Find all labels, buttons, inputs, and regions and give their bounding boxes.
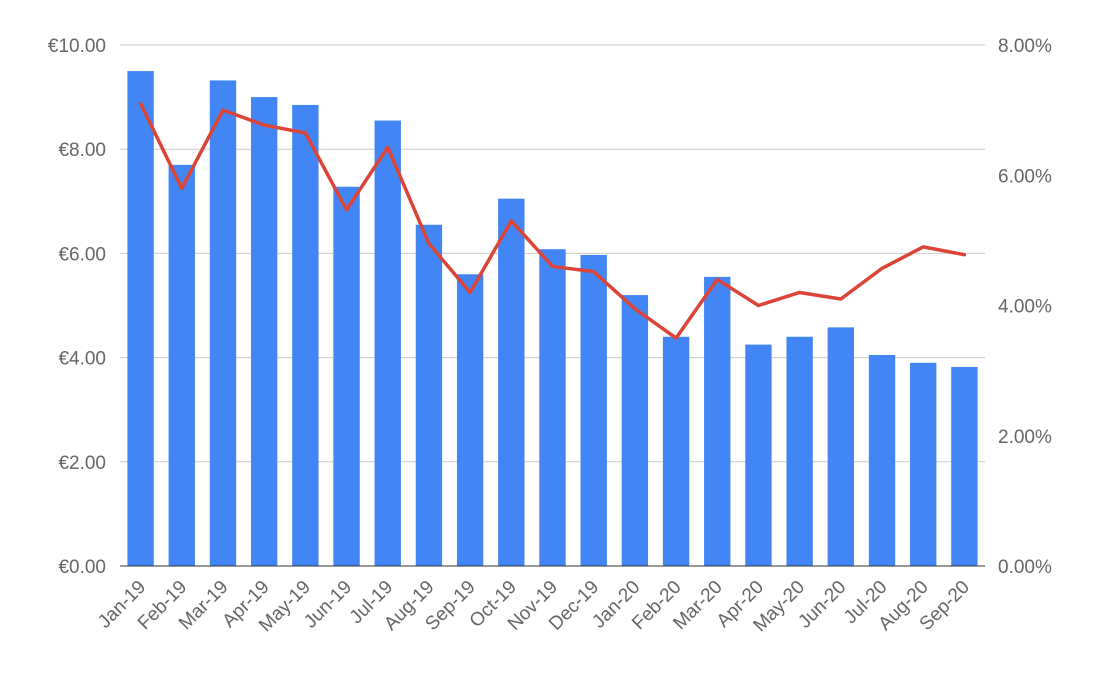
bar [951, 366, 978, 566]
bar [539, 249, 566, 567]
right-y-tick-label: 8.00% [998, 36, 1052, 57]
bar [292, 104, 319, 567]
left-y-axis: €0.00 €2.00 €4.00 €6.00 €8.00 €10.00 [48, 36, 106, 578]
bar [621, 295, 649, 566]
bar [910, 362, 937, 566]
right-y-axis: 0.00% 2.00% 4.00% 6.00% 8.00% [998, 36, 1052, 578]
left-y-tick-label: €0.00 [58, 557, 106, 578]
left-y-tick-label: €4.00 [58, 349, 106, 370]
right-y-tick-label: 4.00% [998, 297, 1052, 318]
bar [827, 327, 855, 566]
bar [786, 336, 813, 566]
bar [704, 276, 731, 566]
bar [456, 274, 484, 566]
left-y-tick-label: €2.00 [58, 453, 106, 474]
x-tick-label: Jun-19 [300, 577, 356, 633]
left-y-tick-label: €6.00 [58, 244, 106, 265]
left-y-tick-label: €10.00 [48, 36, 106, 57]
bar [168, 164, 195, 566]
bar [333, 186, 360, 566]
bar [745, 344, 772, 566]
bar [415, 224, 443, 566]
left-y-tick-label: €8.00 [58, 140, 106, 161]
right-y-tick-label: 6.00% [998, 166, 1052, 187]
bar [127, 71, 154, 567]
right-y-tick-label: 2.00% [998, 427, 1052, 448]
bar [250, 97, 278, 566]
bar [498, 198, 525, 566]
bar-series [127, 71, 978, 567]
bar [580, 254, 607, 566]
bar [662, 336, 690, 566]
bar [868, 355, 896, 566]
bar [374, 120, 401, 566]
right-y-tick-label: 0.00% [998, 557, 1052, 578]
bar [209, 80, 237, 567]
x-tick-label: Jun-20 [794, 577, 850, 633]
line-series [138, 101, 967, 340]
x-axis: Jan-19Feb-19Mar-19Apr-19May-19Jun-19Jul-… [94, 565, 985, 636]
